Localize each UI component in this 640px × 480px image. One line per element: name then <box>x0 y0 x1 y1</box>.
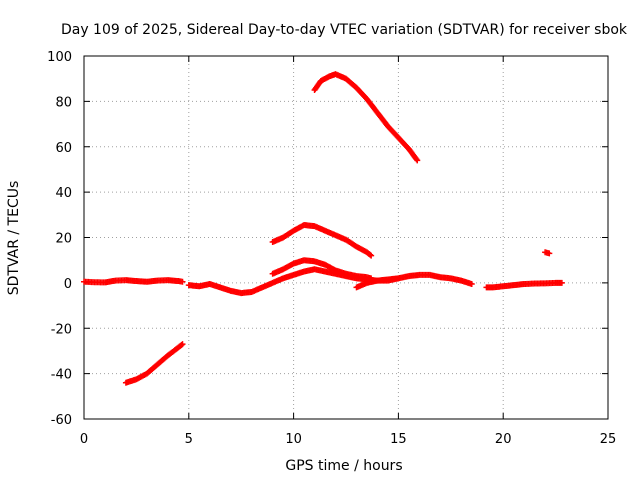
data-marks <box>81 71 565 386</box>
y-axis-label: SDTVAR / TECUs <box>6 181 22 296</box>
data-point <box>368 252 375 259</box>
data-point <box>546 250 553 257</box>
data-point <box>179 341 186 348</box>
data-point <box>178 341 185 348</box>
series-track-e <box>353 275 402 291</box>
series-track-b <box>269 257 375 282</box>
y-tick-label: 20 <box>55 232 72 247</box>
data-point <box>367 251 374 258</box>
y-tick-label: 40 <box>55 186 72 201</box>
x-tick-label: 20 <box>495 432 512 447</box>
x-tick-label: 10 <box>285 432 302 447</box>
data-point <box>558 279 565 286</box>
y-tick-label: -40 <box>51 368 72 383</box>
x-tick-label: 15 <box>390 432 407 447</box>
series-track-a <box>122 341 186 386</box>
x-axis-label: GPS time / hours <box>285 458 402 474</box>
y-tick-label: 100 <box>47 50 72 65</box>
x-tick-label: 5 <box>185 432 193 447</box>
axis-ticks: 0 5 10 15 20 25 -60 -40 -20 0 20 40 60 80 100 <box>47 50 616 447</box>
data-point <box>468 281 475 288</box>
series-baseline-morning <box>185 266 475 297</box>
data-point <box>395 275 402 282</box>
chart-title: Day 109 of 2025, Sidereal Day-to-day VTE… <box>61 22 628 38</box>
x-tick-label: 25 <box>600 432 617 447</box>
series-baseline-late <box>483 279 565 291</box>
x-tick-label: 0 <box>80 432 88 447</box>
y-tick-label: -60 <box>51 413 72 428</box>
y-tick-label: 0 <box>64 277 72 292</box>
series-outlier <box>542 249 553 257</box>
y-tick-label: 80 <box>55 95 72 110</box>
series-track-c <box>269 222 375 259</box>
data-point <box>179 278 186 285</box>
y-tick-label: 60 <box>55 141 72 156</box>
series-baseline-early <box>81 277 186 286</box>
series-track-d <box>311 71 421 164</box>
data-point <box>413 156 420 163</box>
y-tick-label: -20 <box>51 322 72 337</box>
data-point <box>414 157 421 164</box>
